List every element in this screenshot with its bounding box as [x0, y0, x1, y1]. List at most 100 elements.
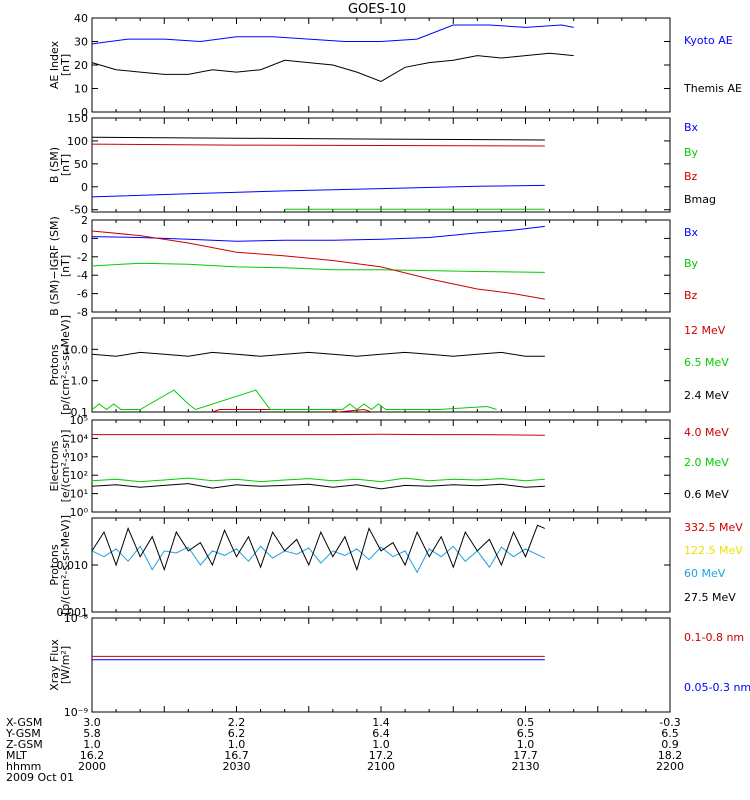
panel-1-ylabel: [nT] [59, 54, 72, 76]
panel-2-legend-bx: Bx [684, 121, 699, 134]
panel-3-series-by [91, 262, 545, 273]
panel-4-series-2-4-mev [91, 351, 545, 357]
panel-1-legend-themis-ae: Themis AE [683, 82, 742, 95]
footer-value: 2000 [78, 760, 106, 773]
panel-5-ytick-label: 10⁵ [70, 414, 88, 427]
panel-6-ylabel: [p/(cm²-s-sr-MeV)] [59, 515, 72, 615]
panel-5-series-4-0-mev [92, 433, 545, 436]
panel-3-ytick-label: 0 [81, 232, 88, 245]
footer-value: 18.2 [658, 749, 683, 762]
footer-row-label: MLT [6, 749, 27, 762]
panel-7-ylabel: Xray Flux [48, 639, 61, 691]
panel-7-ytick-label: 10⁻⁸ [64, 612, 89, 625]
panel-1-frame [91, 17, 671, 113]
footer-value: 2200 [656, 760, 684, 773]
panel-1-ytick-label: 40 [74, 12, 88, 25]
panel-4-legend-12-mev: 12 MeV [684, 324, 726, 337]
panel-5-ylabel: [e/(cm²-s-sr)] [59, 430, 72, 503]
panel-6-series-27-5-mev [91, 524, 545, 572]
footer-row-label: X-GSM [6, 716, 42, 729]
panel-5-ytick-label: 10² [70, 469, 88, 482]
footer-value: 3.0 [83, 716, 101, 729]
footer-row-label: hhmm [6, 760, 41, 773]
panel-6-legend-122-5-mev: 122.5 MeV [684, 544, 743, 557]
panel-2-legend-bz: Bz [684, 170, 698, 183]
footer-value: 2100 [367, 760, 395, 773]
footer-value: 16.2 [80, 749, 105, 762]
footer-value: -0.3 [659, 716, 680, 729]
footer-value: 6.5 [661, 727, 679, 740]
footer-value: 6.2 [228, 727, 246, 740]
panel-5-ytick-label: 10¹ [70, 488, 88, 501]
panel-3-ytick-label: -4 [77, 269, 88, 282]
panel-1-ytick-label: 0 [81, 106, 88, 119]
panel-1-series-kyoto-ae [91, 24, 574, 45]
footer-value: 16.7 [224, 749, 249, 762]
footer-row-label: Z-GSM [6, 738, 43, 751]
panel-4-series-6-5-mev [91, 389, 497, 411]
panel-2-legend-by: By [684, 146, 699, 159]
panel-1-legend-kyoto-ae: Kyoto AE [684, 34, 733, 47]
panel-6-series-60-mev [91, 545, 546, 574]
panel-6-legend-60-mev: 60 MeV [684, 567, 726, 580]
panel-5-legend-0-6-mev: 0.6 MeV [684, 488, 729, 501]
panel-5-series-0-6-mev [91, 483, 545, 490]
panel-7-legend-0-1-0-8-nm: 0.1-0.8 nm [684, 631, 744, 644]
panel-6-legend-332-5-mev: 332.5 MeV [684, 521, 743, 534]
panel-5-ytick-label: 10⁰ [70, 506, 89, 519]
footer-value: 1.4 [372, 716, 390, 729]
panel-1-ytick-label: 20 [74, 59, 88, 72]
panel-3-series-bz [91, 230, 545, 300]
panel-5-ylabel: Electrons [48, 440, 61, 491]
panel-6-ytick-label: 0.001 [57, 606, 89, 619]
panel-5-ytick-label: 10³ [70, 451, 88, 464]
panel-4-ytick-label: 1.0 [71, 375, 89, 388]
panel-6-ytick-label: 0.010 [57, 559, 89, 572]
panel-7-legend-0-05-0-3-nm: 0.05-0.3 nm [684, 681, 750, 694]
panel-3-ylabel: B (SM)−IGRF (SM) [48, 216, 61, 316]
footer-value: 5.8 [83, 727, 101, 740]
panel-2-series-bz [91, 143, 545, 147]
panel-5-legend-2-0-mev: 2.0 MeV [684, 456, 729, 469]
panel-2-ytick-label: 100 [67, 135, 88, 148]
panel-4-ylabel: [p/(cm²-s-sr-MeV)] [59, 315, 72, 415]
footer-value: 17.2 [369, 749, 394, 762]
footer-value: 2030 [223, 760, 251, 773]
panel-3-ytick-label: 2 [81, 214, 88, 227]
panel-3-series-bx [91, 225, 545, 242]
panel-1-ytick-label: 30 [74, 36, 88, 49]
panel-2-series-bx [91, 184, 545, 198]
panel-3-frame [91, 219, 671, 313]
panel-7-ylabel: [W/m²] [59, 646, 72, 684]
panel-1-ytick-label: 10 [74, 83, 88, 96]
panel-2-ytick-label: -50 [70, 204, 88, 217]
panel-5-legend-4-0-mev: 4.0 MeV [684, 426, 729, 439]
panel-3-legend-bx: Bx [684, 226, 699, 239]
panel-2-ytick-label: 150 [67, 112, 88, 125]
footer-value: 0.9 [661, 738, 679, 751]
panel-4-ylabel: Protons [48, 344, 61, 385]
panel-4-frame [91, 317, 671, 413]
panel-1-series-themis-ae [91, 52, 574, 83]
panel-2-frame [91, 117, 671, 213]
chart-title: GOES-10 [348, 2, 406, 17]
panel-5-ytick-label: 10⁴ [70, 432, 89, 445]
panel-4-ytick-label: 0.1 [71, 406, 89, 419]
panel-2-ylabel: B (SM) [48, 147, 61, 183]
footer-row-label: Y-GSM [5, 727, 41, 740]
footer-value: 6.4 [372, 727, 390, 740]
footer-value: 6.5 [517, 727, 535, 740]
panel-7-frame [91, 617, 671, 713]
footer-value: 17.7 [513, 749, 538, 762]
panel-4-ytick-label: 10.0 [64, 343, 89, 356]
panel-1-ylabel: AE Index [48, 40, 61, 89]
panel-3-legend-bz: Bz [684, 289, 698, 302]
footer-value: 1.0 [83, 738, 101, 751]
panel-7-ytick-label: 10⁻⁹ [64, 706, 88, 719]
panel-2-ytick-label: 50 [74, 158, 88, 171]
footer-value: 1.0 [228, 738, 246, 751]
panel-3-legend-by: By [684, 257, 699, 270]
footer-value: 0.5 [517, 716, 535, 729]
panel-6-legend-27-5-mev: 27.5 MeV [684, 591, 736, 604]
